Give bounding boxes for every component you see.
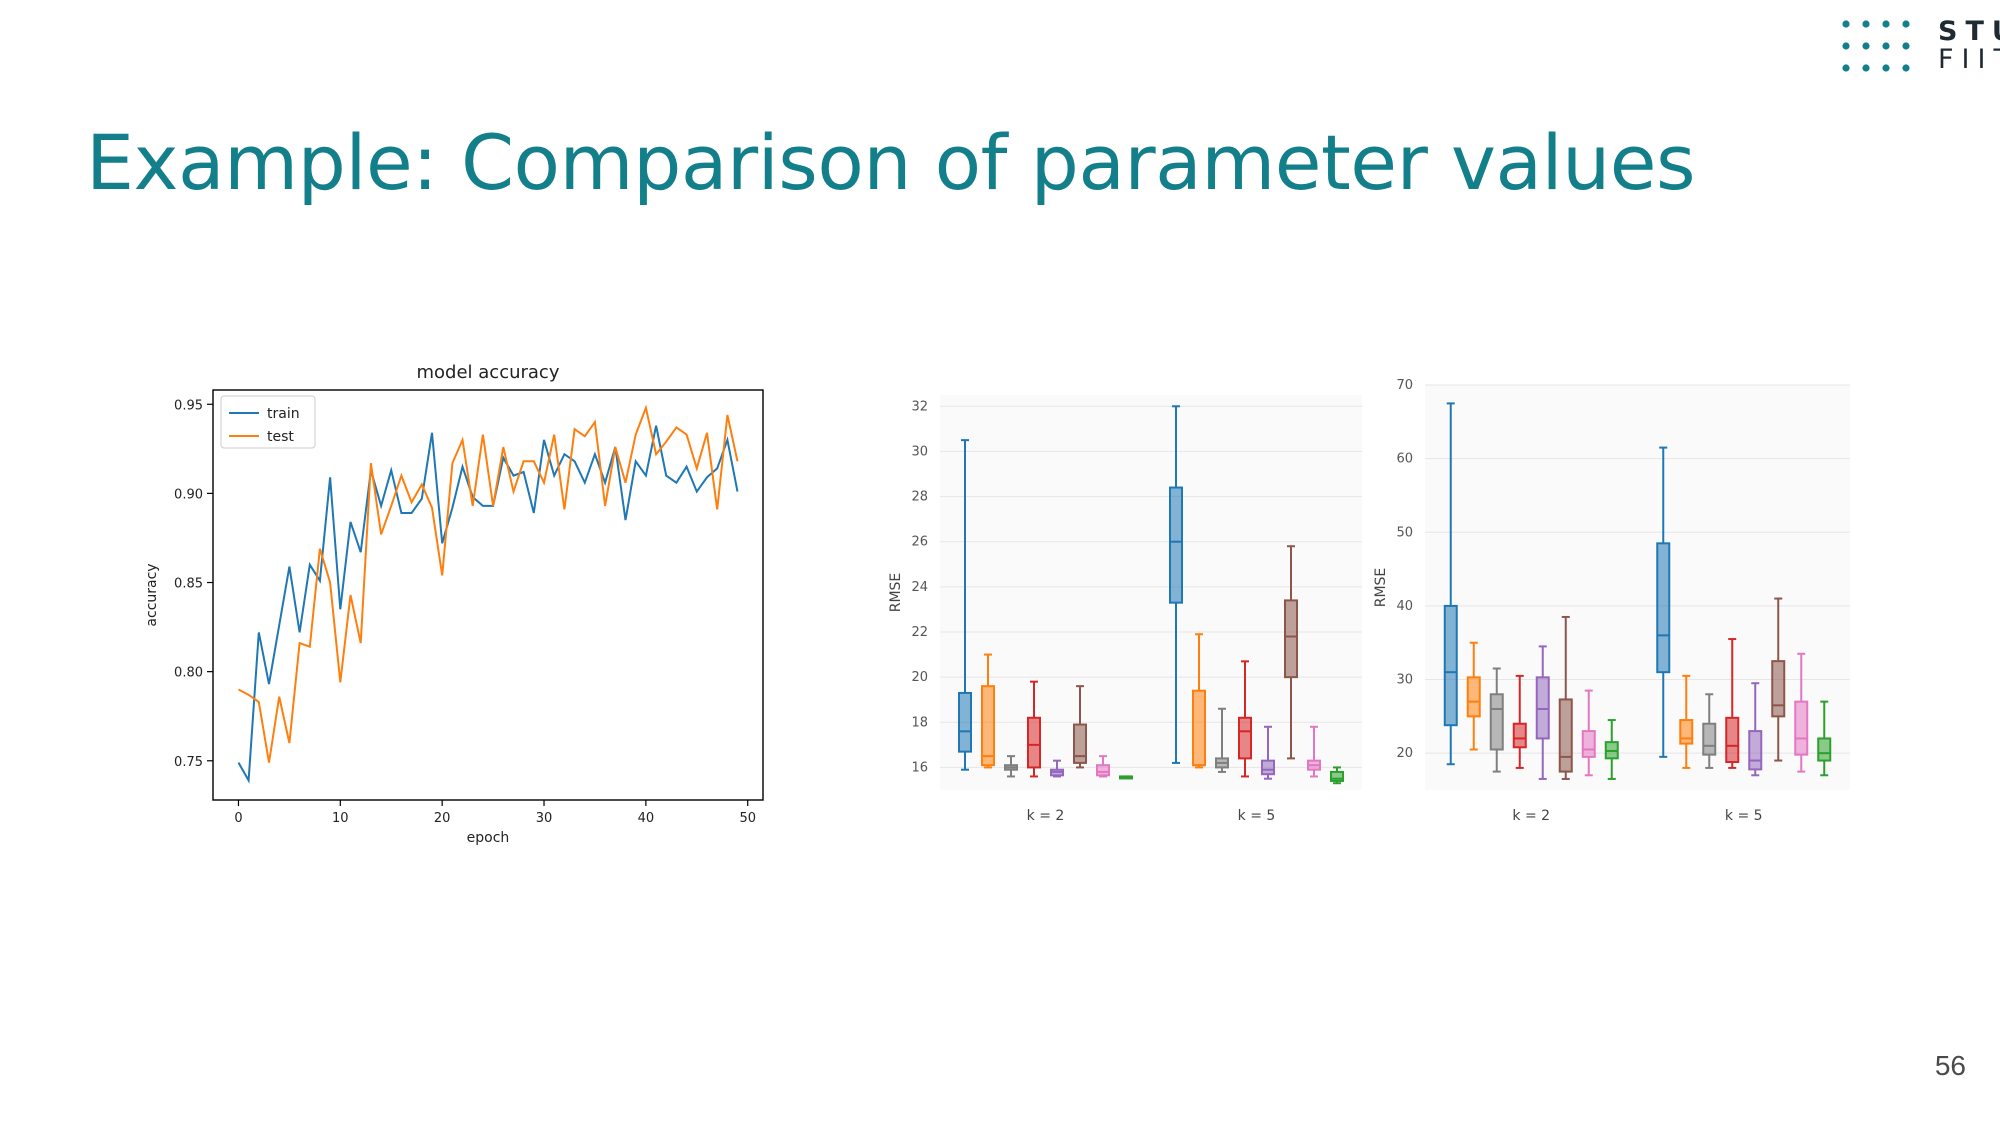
box-body: [1817, 737, 1832, 762]
y-tick-label: 30: [911, 444, 928, 459]
chart-title: model accuracy: [417, 362, 560, 383]
box-body: [1679, 719, 1694, 745]
x-tick-label: 0: [234, 811, 242, 826]
y-tick-label: 30: [1396, 673, 1413, 688]
box-body: [1771, 660, 1786, 718]
box-body: [1073, 723, 1087, 764]
group-label: k = 2: [1512, 808, 1550, 824]
box-body: [1581, 730, 1596, 758]
box-body: [958, 691, 972, 753]
logo-dot: [1842, 64, 1850, 72]
y-tick-label: 16: [911, 760, 928, 775]
box-body: [1169, 486, 1183, 604]
plot-area-1: [940, 395, 1362, 790]
logo-dot: [1882, 42, 1890, 50]
x-tick-label: 40: [638, 811, 655, 826]
logo-wordmark: STU FIIT: [1938, 18, 2000, 74]
box-body: [1466, 676, 1481, 718]
logo-dot: [1882, 20, 1890, 28]
box-body: [1238, 716, 1252, 760]
x-axis-label: epoch: [467, 830, 510, 846]
logo-line-2: FIIT: [1938, 44, 2000, 75]
x-tick-label: 30: [536, 811, 553, 826]
y-tick-label: 22: [911, 625, 928, 640]
y-tick-label: 0.75: [174, 755, 203, 770]
legend-label: train: [267, 406, 300, 422]
box-body: [1330, 770, 1344, 782]
x-tick-label: 50: [739, 811, 756, 826]
x-tick-label: 20: [434, 811, 451, 826]
y-tick-label: 60: [1396, 452, 1413, 467]
y-tick-label: 50: [1396, 525, 1413, 540]
y-tick-label: 70: [1396, 378, 1413, 393]
box-body: [1284, 599, 1298, 679]
box-body: [1261, 759, 1275, 776]
y-axis-label: RMSE: [888, 573, 904, 613]
box-body: [1748, 730, 1763, 771]
box-body: [1027, 716, 1041, 769]
page-number: 56: [1934, 1050, 1966, 1081]
stu-fiit-logo: STU FIIT: [1840, 18, 2000, 78]
series-line-train: [237, 425, 739, 784]
logo-dot: [1902, 42, 1910, 50]
y-axis-label: RMSE: [1373, 568, 1389, 608]
y-tick-label: 40: [1396, 599, 1413, 614]
y-tick-label: 18: [911, 715, 928, 730]
accuracy-line-chart: model accuracy 0 10 20 30 40 50 0.75 0.80 0.85 0.9…: [144, 362, 764, 846]
box-body: [1096, 764, 1110, 777]
box-body: [1443, 604, 1458, 727]
logo-dot: [1862, 20, 1870, 28]
logo-dot: [1902, 20, 1910, 28]
y-tick-label: 20: [1396, 746, 1413, 761]
series-line-test: [238, 404, 739, 763]
box-body: [1558, 698, 1573, 773]
logo-dot: [1862, 64, 1870, 72]
box-body: [1489, 693, 1504, 751]
box-body: [1535, 676, 1550, 740]
y-tick-label: 32: [911, 399, 928, 414]
box-body: [1794, 700, 1809, 756]
group-label: k = 5: [1238, 808, 1276, 824]
box-body: [1656, 542, 1671, 674]
logo-dot: [1902, 64, 1910, 72]
y-tick-label: 0.80: [174, 666, 203, 681]
logo-dot: [1842, 42, 1850, 50]
logo-dot: [1882, 64, 1890, 72]
box-body: [1702, 722, 1717, 756]
y-axis-label: accuracy: [144, 563, 160, 626]
logo-dot: [1862, 42, 1870, 50]
box-body: [1725, 716, 1740, 764]
rmse-boxplot-figure: 16 18 20 22 24 26 28 30 32 RMSE k = 2 k = 5 20 30 40 50…: [888, 378, 1850, 824]
x-tick-label: 10: [332, 811, 349, 826]
box-body: [1192, 689, 1206, 767]
y-tick-label: 20: [911, 670, 928, 685]
logo-dot: [1842, 20, 1850, 28]
box-body: [981, 685, 995, 767]
group-label: k = 2: [1027, 808, 1065, 824]
y-tick-label: 24: [911, 580, 928, 595]
y-tick-label: 0.85: [174, 577, 203, 592]
logo-line-1: STU: [1938, 16, 2000, 47]
y-tick-label: 28: [911, 490, 928, 505]
plot-frame: [212, 389, 764, 801]
y-tick-label: 0.90: [174, 487, 203, 502]
plot-area-2: [1425, 385, 1850, 790]
y-tick-label: 26: [911, 535, 928, 550]
box-body: [1512, 722, 1527, 749]
slide-title: Example: Comparison of parameter values: [86, 118, 1696, 207]
y-tick-label: 0.95: [174, 398, 203, 413]
legend-label: test: [267, 429, 294, 445]
logo-dots-icon: [1842, 20, 1910, 72]
group-label: k = 5: [1725, 808, 1763, 824]
